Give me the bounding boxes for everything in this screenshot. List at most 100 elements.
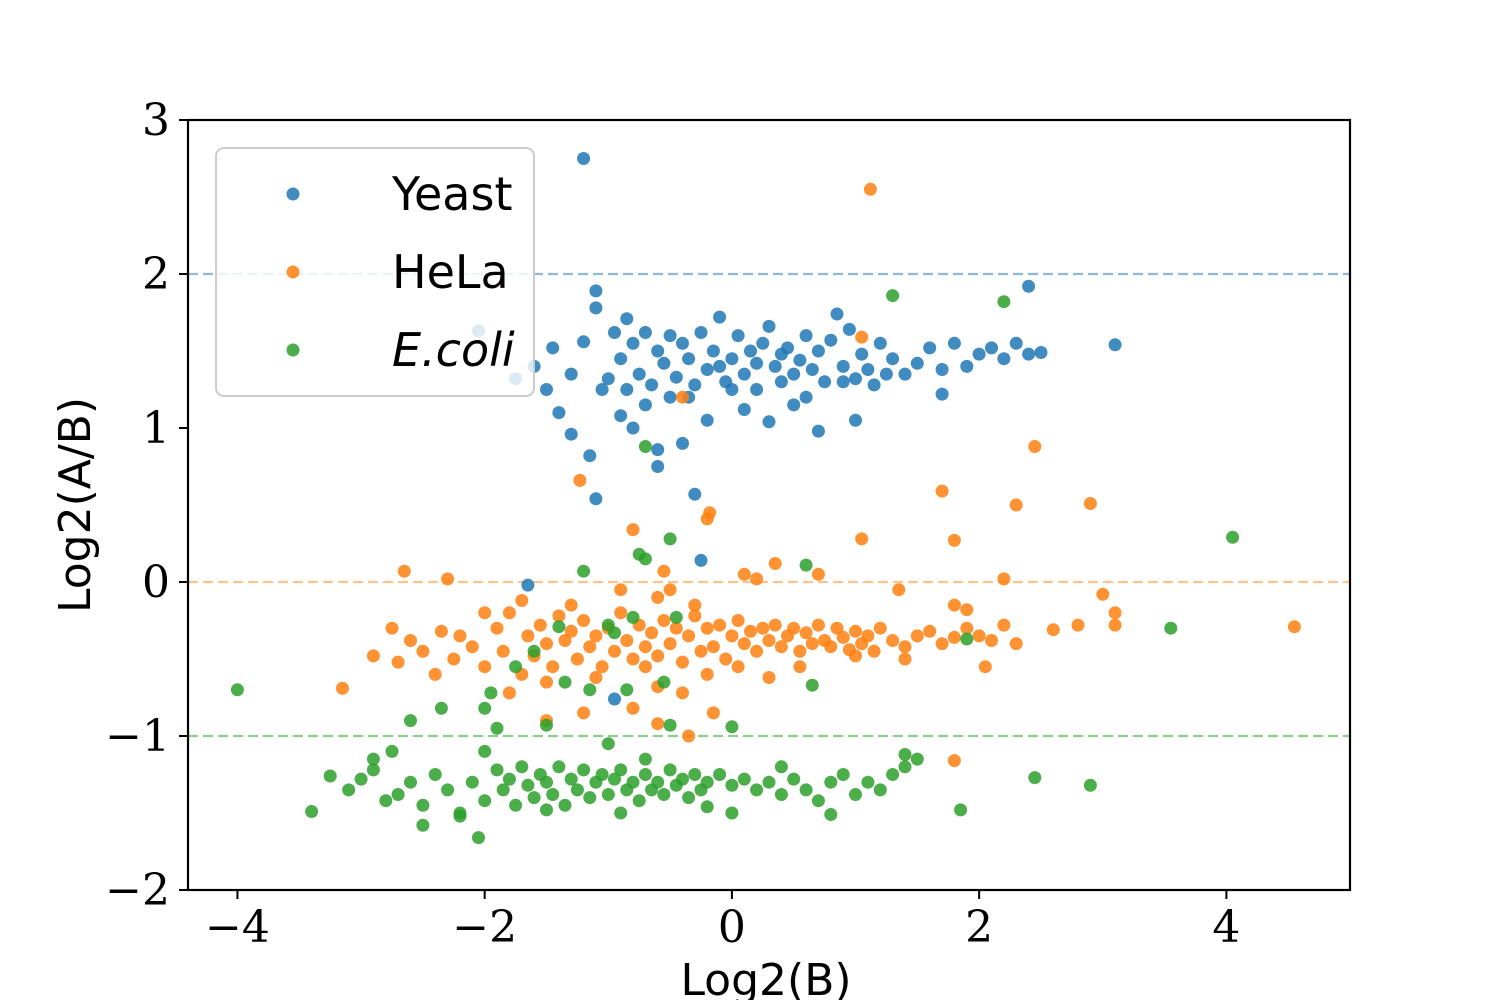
hela-point [608, 644, 621, 658]
hela-point [595, 660, 609, 674]
hela-point [558, 634, 572, 647]
yeast-point [706, 344, 720, 358]
hela-point [385, 621, 399, 635]
hela-point [824, 640, 838, 654]
hela-point [700, 512, 714, 526]
e-coli-point [614, 806, 628, 820]
hela-point [573, 473, 587, 487]
yeast-point [849, 372, 862, 386]
hela-point [923, 624, 937, 638]
hela-point [731, 614, 745, 627]
yeast-point [762, 415, 776, 429]
yeast-point [669, 370, 683, 384]
e-coli-point [527, 644, 541, 658]
e-coli-point [626, 610, 640, 624]
e-coli-point [997, 295, 1011, 309]
hela-point [830, 621, 844, 635]
hela-point [910, 629, 924, 643]
e-coli-point [527, 791, 541, 805]
yeast-point [731, 329, 745, 343]
e-coli-point [725, 806, 739, 820]
hela-point [855, 330, 869, 344]
hela-point [898, 652, 912, 666]
yeast-point [960, 359, 974, 373]
yeast-point [713, 310, 727, 324]
yeast-point [985, 341, 998, 355]
hela-point [564, 598, 578, 612]
hela-point [540, 675, 553, 689]
legend-box [215, 147, 535, 397]
yeast-point [676, 336, 689, 350]
hela-point [1096, 587, 1110, 601]
e-coli-point [546, 788, 560, 801]
yeast-point [799, 390, 813, 404]
hela-point [564, 624, 578, 638]
yeast-point [638, 398, 652, 412]
x-tick-label: 0 [718, 902, 746, 953]
yeast-point [849, 413, 862, 427]
hela-point [465, 640, 479, 654]
e-coli-point [638, 440, 652, 453]
y-tick-label: 3 [142, 95, 170, 146]
yeast-point [626, 421, 640, 435]
yeast-point [879, 367, 893, 381]
hela-point [750, 644, 764, 658]
e-coli-point [484, 686, 498, 700]
e-coli-point [886, 768, 900, 781]
hela-point [441, 572, 455, 586]
y-tick-label: −1 [105, 711, 170, 762]
yeast-point [614, 352, 628, 366]
x-tick-label: −2 [452, 902, 517, 953]
hela-point [768, 618, 782, 632]
e-coli-point [954, 803, 968, 817]
e-coli-point [824, 775, 838, 789]
yeast-point [725, 352, 739, 366]
e-coli-point [638, 752, 652, 766]
hela-point [694, 644, 708, 658]
hela-point [805, 637, 819, 651]
hela-point [546, 660, 560, 674]
yeast-point [855, 347, 869, 361]
hela-point [620, 634, 634, 647]
yeast-point [564, 427, 578, 441]
hela-point [863, 182, 877, 196]
e-coli-point [570, 783, 584, 797]
e-coli-point [558, 675, 572, 689]
hela-point [447, 652, 461, 666]
hela-point [867, 644, 881, 658]
e-coli-point [669, 610, 683, 624]
hela-point [960, 603, 974, 617]
yeast-point [577, 335, 591, 349]
yeast-point [608, 692, 621, 706]
yeast-point [997, 352, 1011, 366]
hela-point [453, 629, 467, 643]
hela-point [719, 652, 733, 666]
e-coli-point [540, 775, 553, 789]
yeast-point [737, 403, 751, 416]
yeast-point [540, 383, 553, 396]
e-coli-point [861, 775, 875, 789]
hela-point [416, 644, 430, 658]
hela-point [787, 621, 801, 635]
hela-point [1071, 618, 1085, 632]
e-coli-point [366, 752, 380, 766]
hela-point [428, 667, 442, 681]
hela-point [978, 660, 992, 674]
hela-point [626, 523, 640, 537]
yeast-point [750, 356, 764, 370]
hela-point [651, 717, 665, 731]
hela-point [762, 634, 776, 647]
e-coli-point [515, 760, 529, 774]
hela-point [762, 671, 776, 684]
hela-point [849, 649, 862, 663]
e-coli-point [595, 768, 609, 781]
yeast-point [620, 383, 634, 396]
yeast-point [774, 347, 788, 361]
y-axis-ticks: −2 −1 0 1 2 3 [105, 95, 188, 916]
hela-point [898, 640, 912, 654]
hela-point [725, 629, 739, 643]
x-axis-ticks: −4 −2 0 2 4 [205, 890, 1240, 953]
e-coli-point [577, 763, 591, 777]
hela-point [836, 630, 850, 644]
hela-point [935, 637, 949, 651]
